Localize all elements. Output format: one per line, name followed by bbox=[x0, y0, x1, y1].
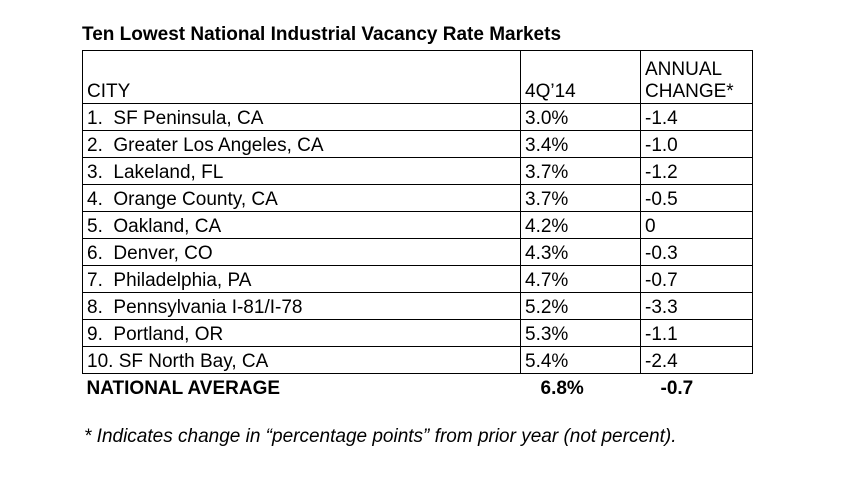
header-row: CITY 4Q’14 ANNUAL CHANGE* bbox=[82, 50, 753, 104]
rate-cell: 3.0% bbox=[520, 103, 641, 131]
vacancy-table: CITY 4Q’14 ANNUAL CHANGE* 1. SF Peninsula, … bbox=[82, 50, 753, 400]
data-row: 4. Orange County, CA 3.7% -0.5 bbox=[82, 184, 753, 212]
change-cell: -1.0 bbox=[640, 130, 753, 158]
total-row: NATIONAL AVERAGE 6.8% -0.7 bbox=[83, 374, 753, 401]
rate-cell: 4.2% bbox=[520, 211, 641, 239]
change-cell: -0.3 bbox=[640, 238, 753, 266]
data-row: 9. Portland, OR 5.3% -1.1 bbox=[82, 319, 753, 347]
data-row: 10. SF North Bay, CA 5.4% -2.4 bbox=[82, 346, 753, 374]
city-cell: 7. Philadelphia, PA bbox=[82, 265, 521, 293]
data-row: 6. Denver, CO 4.3% -0.3 bbox=[82, 238, 753, 266]
change-cell: -1.1 bbox=[640, 319, 753, 347]
rate-cell: 3.4% bbox=[520, 130, 641, 158]
data-row: 7. Philadelphia, PA 4.7% -0.7 bbox=[82, 265, 753, 293]
change-cell: -0.7 bbox=[660, 378, 694, 399]
city-cell: 4. Orange County, CA bbox=[82, 184, 521, 212]
data-row: 2. Greater Los Angeles, CA 3.4% -1.0 bbox=[82, 130, 753, 158]
data-row: 5. Oakland, CA 4.2% 0 bbox=[82, 211, 753, 239]
change-cell: -0.7 bbox=[640, 265, 753, 293]
rate-cell: 4.3% bbox=[520, 238, 641, 266]
rate-cell: 3.7% bbox=[520, 184, 641, 212]
rate-cell: 5.2% bbox=[520, 292, 641, 320]
city-cell: 9. Portland, OR bbox=[82, 319, 521, 347]
rate-cell: 4.7% bbox=[520, 265, 641, 293]
change-cell: 0 bbox=[640, 211, 753, 239]
rate-cell: 6.8% bbox=[540, 378, 584, 399]
city-cell: 10. SF North Bay, CA bbox=[82, 346, 521, 374]
change-cell: -1.2 bbox=[640, 157, 753, 185]
data-row: 8. Pennsylvania I-81/I-78 5.2% -3.3 bbox=[82, 292, 753, 320]
city-cell: NATIONAL AVERAGE bbox=[86, 378, 281, 399]
change-cell: -1.4 bbox=[640, 103, 753, 131]
city-cell: 3. Lakeland, FL bbox=[82, 157, 521, 185]
change-cell: -3.3 bbox=[640, 292, 753, 320]
rate-cell: 4Q’14 bbox=[520, 50, 641, 104]
city-cell: 5. Oakland, CA bbox=[82, 211, 521, 239]
change-cell: ANNUAL CHANGE* bbox=[640, 50, 753, 104]
data-row: 1. SF Peninsula, CA 3.0% -1.4 bbox=[82, 103, 753, 131]
city-cell: 2. Greater Los Angeles, CA bbox=[82, 130, 521, 158]
rate-cell: 3.7% bbox=[520, 157, 641, 185]
city-cell: 6. Denver, CO bbox=[82, 238, 521, 266]
rate-cell: 5.4% bbox=[520, 346, 641, 374]
footnote: * Indicates change in “percentage points… bbox=[84, 426, 677, 447]
change-cell: -0.5 bbox=[640, 184, 753, 212]
rate-cell: 5.3% bbox=[520, 319, 641, 347]
city-cell: CITY bbox=[82, 50, 521, 104]
change-cell: -2.4 bbox=[640, 346, 753, 374]
city-cell: 1. SF Peninsula, CA bbox=[82, 103, 521, 131]
city-cell: 8. Pennsylvania I-81/I-78 bbox=[82, 292, 521, 320]
table-title: Ten Lowest National Industrial Vacancy R… bbox=[82, 24, 562, 45]
data-row: 3. Lakeland, FL 3.7% -1.2 bbox=[82, 157, 753, 185]
